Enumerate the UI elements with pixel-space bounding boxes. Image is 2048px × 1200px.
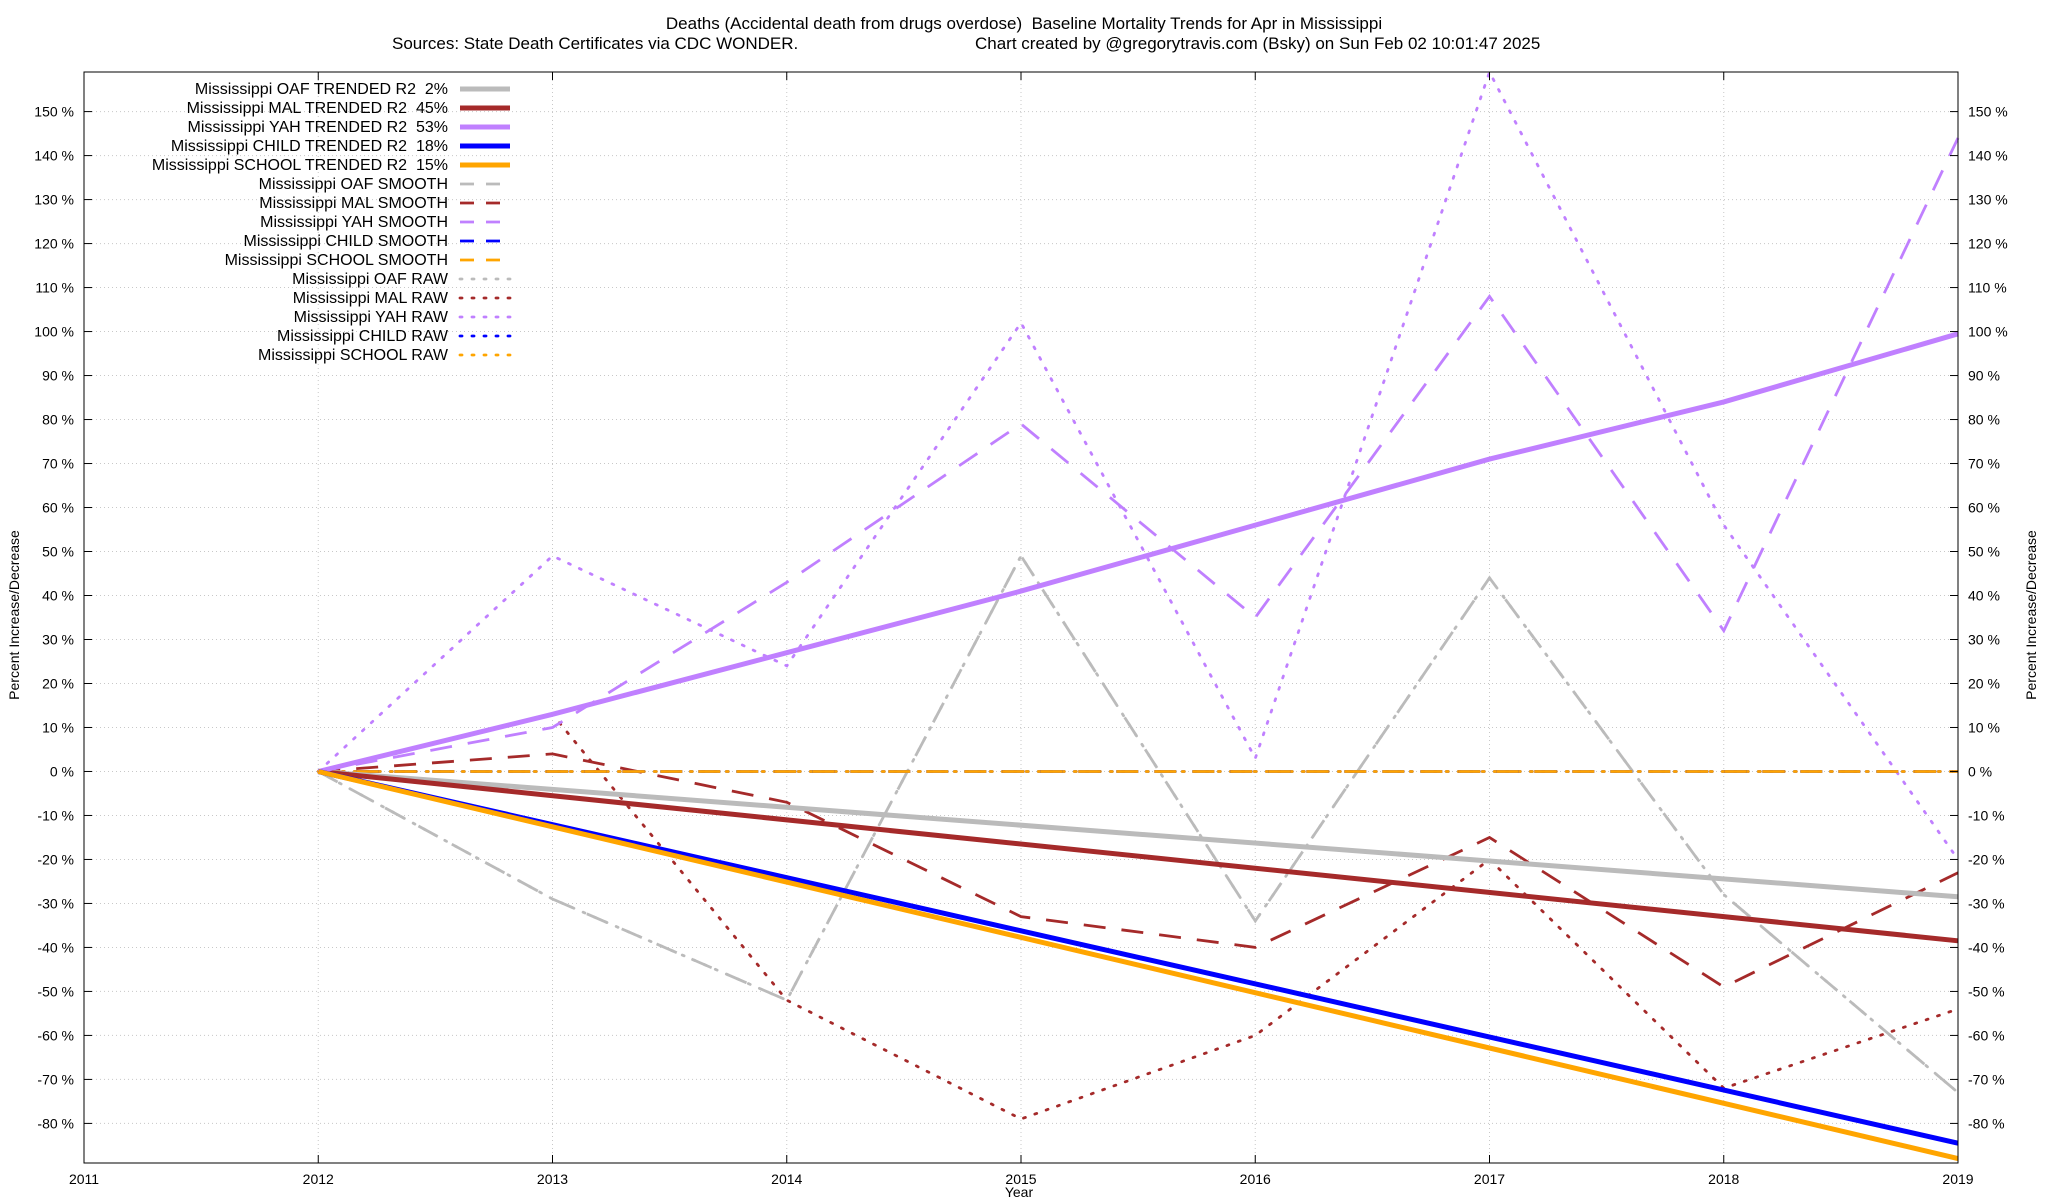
grid-layer	[83, 72, 1959, 1163]
series-line-mississippi-yah-trended-r2-53	[317, 331, 1959, 774]
y-tick-label-right: 10 %	[1968, 719, 2000, 735]
y-axis-label: Percent Increase/Decrease	[6, 530, 22, 700]
y-tick-label-left: 10 %	[42, 719, 74, 735]
series-line-mississippi-mal-smooth	[318, 752, 1959, 989]
y-tick-label-left: 100 %	[34, 324, 74, 340]
legend-label: Mississippi SCHOOL TRENDED R2 15%	[152, 157, 448, 174]
y-tick-label-right: 140 %	[1968, 148, 2008, 164]
x-tick-label: 2017	[1474, 1171, 1505, 1187]
series-line-mississippi-school-trended-r2-15	[317, 769, 1959, 1162]
legend-label: Mississippi CHILD SMOOTH	[244, 233, 448, 250]
x-tick-label: 2012	[303, 1171, 334, 1187]
y-tick-label-left: 130 %	[34, 192, 74, 208]
chart-subtitle-credit: Chart created by @gregorytravis.com (Bsk…	[975, 34, 1541, 53]
legend-label: Mississippi MAL SMOOTH	[259, 195, 448, 212]
legend-label: Mississippi YAH SMOOTH	[260, 214, 448, 231]
y-tick-label-right: -10 %	[1968, 807, 2005, 823]
series-line-mississippi-oaf-raw	[316, 553, 1960, 1094]
y-tick-label-right: 100 %	[1968, 324, 2008, 340]
x-tick-label: 2018	[1708, 1171, 1739, 1187]
y-tick-label-left: -50 %	[37, 983, 74, 999]
y-tick-label-left: 60 %	[42, 500, 74, 516]
series-layer	[316, 68, 1960, 1162]
series-line-mississippi-oaf-smooth	[317, 553, 1959, 1094]
y-tick-label-left: 70 %	[42, 456, 74, 472]
axis-layer: 150 % 150 % 140 % 140 % 130 % 130 % 120 % 120 %…	[34, 72, 2008, 1187]
legend: Mississippi OAF TRENDED R2 2% Mississippi…	[152, 81, 512, 364]
y-tick-label-left: -70 %	[37, 1071, 74, 1087]
y-tick-label-right: 50 %	[1968, 544, 2000, 560]
y-tick-label-left: 20 %	[42, 675, 74, 691]
x-tick-label: 2011	[69, 1171, 99, 1187]
y-tick-label-left: 30 %	[42, 631, 74, 647]
y-tick-label-left: 0 %	[50, 763, 74, 779]
y-tick-label-right: 110 %	[1968, 280, 2007, 296]
legend-label: Mississippi OAF RAW	[292, 271, 449, 288]
y-tick-label-left: 110 %	[35, 280, 74, 296]
y-tick-label-right: 80 %	[1968, 412, 2000, 428]
y-tick-label-left: 80 %	[42, 412, 74, 428]
legend-label: Mississippi OAF TRENDED R2 2%	[195, 81, 448, 98]
y-tick-label-right: -30 %	[1968, 895, 2005, 911]
y-tick-label-right: -40 %	[1968, 939, 2005, 955]
legend-label: Mississippi YAH TRENDED R2 53%	[187, 119, 448, 136]
x-axis-label: Year	[1005, 1184, 1034, 1200]
y-tick-label-right: -50 %	[1968, 983, 2005, 999]
legend-label: Mississippi MAL RAW	[293, 290, 449, 307]
x-tick-label: 2019	[1942, 1171, 1973, 1187]
y-tick-label-right: 70 %	[1968, 456, 2000, 472]
y-tick-label-right: 30 %	[1968, 631, 2000, 647]
y-tick-label-left: -40 %	[37, 939, 74, 955]
y-tick-label-left: -20 %	[37, 851, 74, 867]
y-tick-label-right: 120 %	[1968, 236, 2008, 252]
y-tick-label-left: 90 %	[42, 368, 74, 384]
y-tick-label-right: 150 %	[1968, 104, 2008, 120]
y-tick-label-left: 150 %	[34, 104, 74, 120]
y-tick-label-right: 60 %	[1968, 500, 2000, 516]
legend-label: Mississippi CHILD RAW	[277, 328, 449, 345]
legend-label: Mississippi CHILD TRENDED R2 18%	[171, 138, 448, 155]
y-tick-label-left: -10 %	[37, 807, 74, 823]
series-line-mississippi-oaf-trended-r2-2	[318, 769, 1959, 900]
y-tick-label-right: 90 %	[1968, 368, 2000, 384]
y-tick-label-left: -80 %	[37, 1115, 74, 1131]
chart-title: Deaths (Accidental death from drugs over…	[665, 14, 1383, 33]
legend-label: Mississippi OAF SMOOTH	[259, 176, 448, 193]
y2-axis-label: Percent Increase/Decrease	[2023, 530, 2039, 700]
y-tick-label-left: 140 %	[34, 148, 74, 164]
x-tick-label: 2016	[1240, 1171, 1271, 1187]
y-tick-label-right: -80 %	[1968, 1115, 2005, 1131]
y-tick-label-left: 50 %	[42, 544, 74, 560]
y-tick-label-right: -60 %	[1968, 1027, 2005, 1043]
y-tick-label-right: 20 %	[1968, 675, 2000, 691]
chart-subtitle-sources: Sources: State Death Certificates via CD…	[392, 34, 799, 53]
y-tick-label-left: 120 %	[34, 236, 74, 252]
x-tick-label: 2013	[537, 1171, 568, 1187]
y-tick-label-right: 0 %	[1968, 763, 1992, 779]
y-tick-label-left: 40 %	[42, 588, 74, 604]
legend-label: Mississippi MAL TRENDED R2 45%	[187, 100, 448, 117]
legend-label: Mississippi SCHOOL SMOOTH	[225, 252, 448, 269]
series-line-mississippi-yah-raw	[316, 68, 1960, 861]
series-line-mississippi-yah-smooth	[318, 137, 1960, 773]
y-tick-label-right: -20 %	[1968, 851, 2005, 867]
y-tick-label-right: -70 %	[1968, 1071, 2005, 1087]
x-tick-label: 2015	[1005, 1171, 1036, 1187]
y-tick-label-left: -60 %	[37, 1027, 74, 1043]
legend-label: Mississippi SCHOOL RAW	[258, 347, 449, 364]
series-line-mississippi-mal-trended-r2-45	[318, 769, 1959, 944]
legend-label: Mississippi YAH RAW	[294, 309, 449, 326]
y-tick-label-left: -30 %	[37, 895, 74, 911]
y-tick-label-right: 40 %	[1968, 588, 2000, 604]
y-tick-label-right: 130 %	[1968, 192, 2008, 208]
x-tick-label: 2014	[771, 1171, 802, 1187]
